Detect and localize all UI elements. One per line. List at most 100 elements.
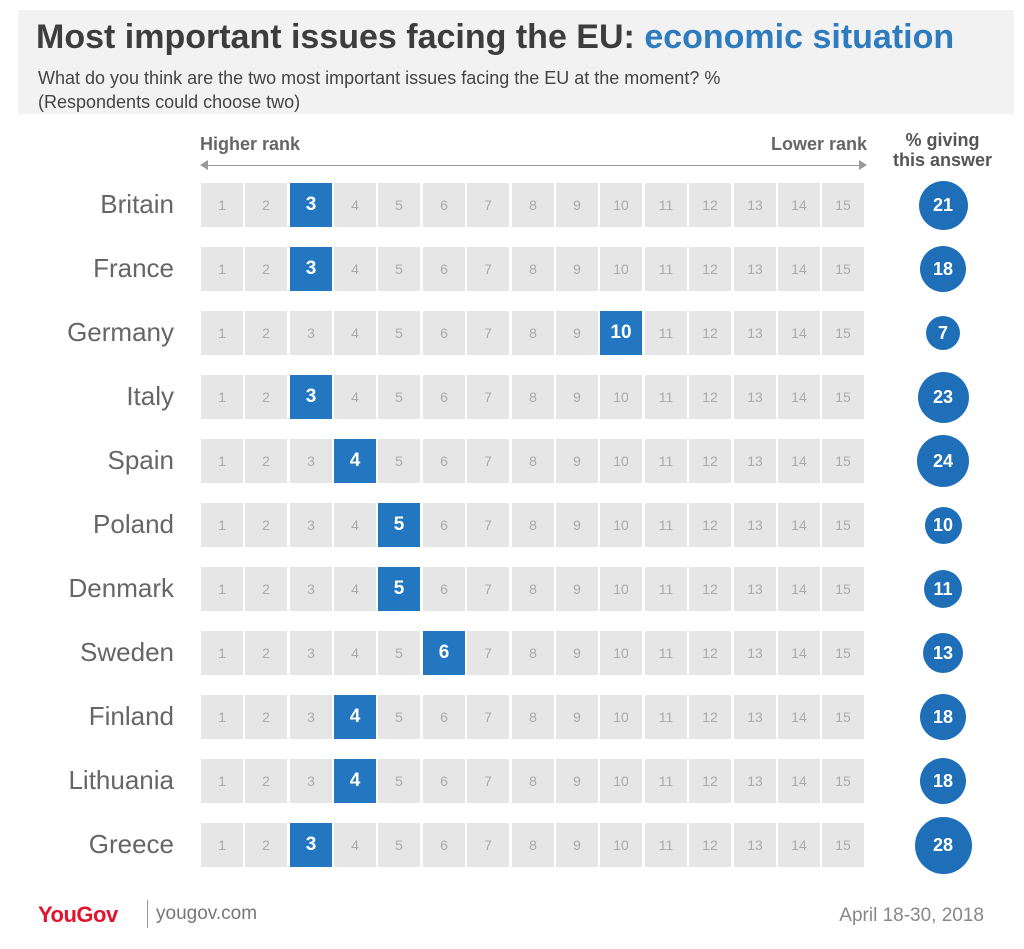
rank-cell: 10 [600, 439, 642, 483]
header-panel: Most important issues facing the EU: eco… [18, 10, 1014, 114]
rank-cell: 1 [201, 375, 243, 419]
country-label: Spain [107, 445, 175, 475]
rank-cell: 13 [734, 439, 776, 483]
rank-cell: 1 [201, 183, 243, 227]
rank-cell: 5 [378, 759, 420, 803]
rank-cell: 2 [245, 439, 287, 483]
table-row: Greece 1 2 3 4 5 6 7 8 9 10 11 12 13 14 15 28 [0, 816, 1024, 874]
rank-cell: 11 [645, 311, 687, 355]
rank-cell: 10 [600, 183, 642, 227]
rank-cell: 4 [334, 183, 376, 227]
rank-cell: 11 [645, 183, 687, 227]
chart-subtitle: What do you think are the two most impor… [38, 68, 721, 112]
rank-cell-highlight: 6 [423, 631, 465, 675]
percent-badge: 23 [917, 371, 969, 423]
rank-cell: 5 [378, 695, 420, 739]
rank-cell: 11 [645, 759, 687, 803]
lower-rank-label: Lower rank [770, 134, 867, 154]
rank-cell: 14 [778, 503, 820, 547]
rank-cell: 7 [467, 503, 509, 547]
rank-cell: 9 [556, 183, 598, 227]
percent-badge: 21 [918, 180, 968, 230]
country-label: Germany [67, 317, 174, 347]
rank-cell: 15 [822, 631, 864, 675]
percent-badge: 18 [920, 694, 966, 740]
arrow-right-icon [859, 160, 867, 170]
rank-cell: 12 [689, 631, 731, 675]
rank-cell: 14 [778, 183, 820, 227]
rank-cell: 9 [556, 311, 598, 355]
country-label: Italy [126, 381, 174, 411]
rank-cell: 3 [290, 631, 332, 675]
rank-cell: 15 [822, 375, 864, 419]
rank-cell: 2 [245, 247, 287, 291]
rank-cell: 1 [201, 503, 243, 547]
rank-cell: 1 [201, 631, 243, 675]
rank-cell: 12 [689, 247, 731, 291]
rank-cell: 13 [734, 695, 776, 739]
rank-cell: 10 [600, 759, 642, 803]
rank-cell: 6 [423, 567, 465, 611]
rank-cell: 8 [512, 247, 554, 291]
rank-cell: 14 [778, 311, 820, 355]
country-label: Sweden [80, 637, 174, 667]
rank-cell: 14 [778, 823, 820, 867]
rank-cell-highlight: 3 [290, 247, 332, 291]
rank-cell: 4 [334, 503, 376, 547]
rank-cell: 10 [600, 631, 642, 675]
rank-cells: 1 2 3 4 5 6 7 8 9 10 11 12 13 14 15 [201, 503, 868, 547]
rank-cell: 7 [467, 311, 509, 355]
percent-badge: 13 [923, 633, 963, 673]
rank-cell: 5 [378, 823, 420, 867]
rank-cell: 9 [556, 823, 598, 867]
rank-cell: 5 [378, 631, 420, 675]
rank-cell: 9 [556, 695, 598, 739]
rank-cells: 1 2 3 4 5 6 7 8 9 10 11 12 13 14 15 [201, 183, 868, 227]
table-row: Poland 1 2 3 4 5 6 7 8 9 10 11 12 13 14 15 10 [0, 503, 1024, 547]
rank-cell: 2 [245, 503, 287, 547]
rank-cell: 9 [556, 567, 598, 611]
rank-cell: 8 [512, 823, 554, 867]
rank-cell-highlight: 4 [334, 695, 376, 739]
rank-cell: 3 [290, 311, 332, 355]
rank-cell-highlight: 4 [334, 439, 376, 483]
rank-cell: 9 [556, 759, 598, 803]
rank-cell: 1 [201, 567, 243, 611]
rank-cell: 11 [645, 631, 687, 675]
rank-cell: 4 [334, 823, 376, 867]
rank-cell: 11 [645, 375, 687, 419]
rank-cells: 1 2 3 4 5 6 7 8 9 10 11 12 13 14 15 [201, 311, 868, 355]
percent-badge: 28 [914, 816, 972, 874]
footer-divider [147, 900, 148, 928]
country-label: France [93, 253, 174, 283]
table-row: Britain 1 2 3 4 5 6 7 8 9 10 11 12 13 14 15 21 [0, 180, 1024, 230]
table-row: France 1 2 3 4 5 6 7 8 9 10 11 12 13 14 15 18 [0, 246, 1024, 292]
country-label: Lithuania [68, 765, 174, 795]
rank-cell: 2 [245, 375, 287, 419]
rank-cell: 5 [378, 375, 420, 419]
chart-title: Most important issues facing the EU: eco… [36, 18, 955, 56]
rank-cell: 12 [689, 503, 731, 547]
rank-cell: 9 [556, 439, 598, 483]
rank-cell: 5 [378, 183, 420, 227]
rank-cell: 11 [645, 823, 687, 867]
rank-cell: 7 [467, 247, 509, 291]
rank-cell: 10 [600, 375, 642, 419]
rank-cell: 12 [689, 375, 731, 419]
rank-cell: 7 [467, 183, 509, 227]
rank-cell: 13 [734, 759, 776, 803]
rank-cell: 14 [778, 375, 820, 419]
rank-cell-highlight: 4 [334, 759, 376, 803]
rank-cell: 6 [423, 823, 465, 867]
country-label: Denmark [68, 573, 174, 603]
rank-cell: 10 [600, 695, 642, 739]
rank-cell: 14 [778, 439, 820, 483]
rank-cell: 8 [512, 375, 554, 419]
rank-cell: 1 [201, 439, 243, 483]
rank-cell: 2 [245, 567, 287, 611]
rank-cell: 13 [734, 311, 776, 355]
table-row: Sweden 1 2 3 4 5 6 7 8 9 10 11 12 13 14 15 13 [0, 631, 1024, 675]
rank-cells: 1 2 3 4 5 6 7 8 9 10 11 12 13 14 15 [201, 247, 868, 291]
rank-cell: 8 [512, 311, 554, 355]
rank-cell: 1 [201, 311, 243, 355]
